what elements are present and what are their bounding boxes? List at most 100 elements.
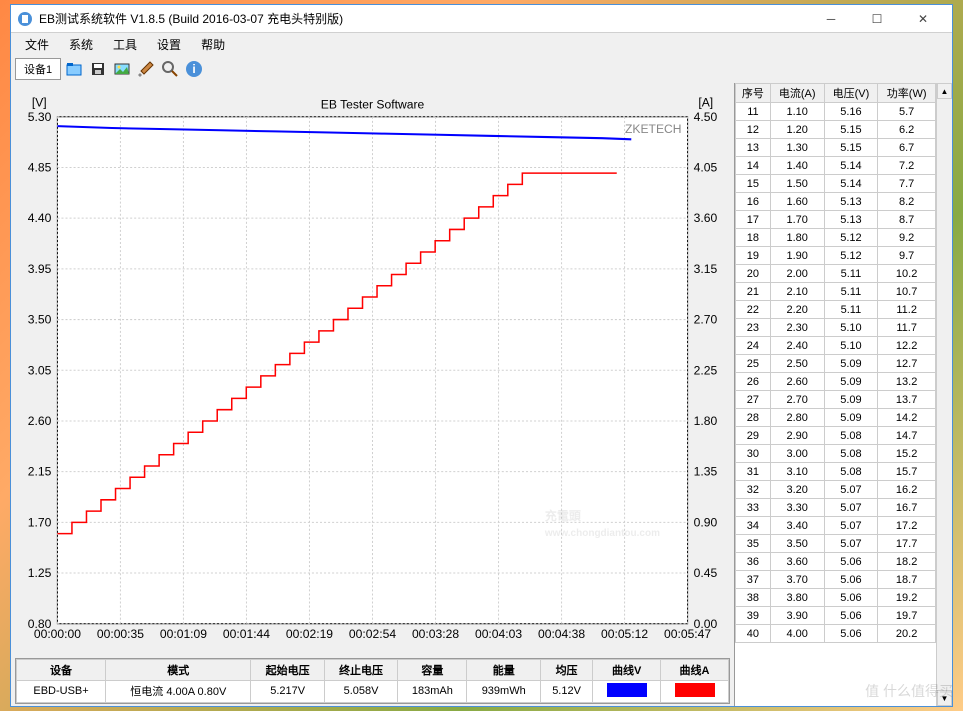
wrench-icon[interactable] xyxy=(135,58,157,80)
table-row[interactable]: 191.905.129.7 xyxy=(736,247,936,265)
save-icon[interactable] xyxy=(87,58,109,80)
menu-help[interactable]: 帮助 xyxy=(191,34,235,55)
svg-text:00:01:44: 00:01:44 xyxy=(223,627,270,641)
menu-tools[interactable]: 工具 xyxy=(103,34,147,55)
svg-text:5.30: 5.30 xyxy=(28,110,52,124)
app-window: EB测试系统软件 V1.8.5 (Build 2016-03-07 充电头特别版… xyxy=(10,4,953,707)
svg-text:1.80: 1.80 xyxy=(694,414,718,428)
data-header[interactable]: 序号 xyxy=(736,84,771,103)
status-mode: 恒电流 4.00A 0.80V xyxy=(106,680,251,702)
device-tab[interactable]: 设备1 xyxy=(15,58,61,80)
svg-text:3.05: 3.05 xyxy=(28,363,52,377)
svg-text:2.25: 2.25 xyxy=(694,363,718,377)
status-table: 设备 模式 起始电压 终止电压 容量 能量 均压 曲线V 曲线A EBD-USB… xyxy=(15,658,730,704)
table-row[interactable]: 232.305.1011.7 xyxy=(736,319,936,337)
svg-text:3.15: 3.15 xyxy=(694,262,718,276)
svg-text:00:01:09: 00:01:09 xyxy=(160,627,207,641)
table-row[interactable]: 313.105.0815.7 xyxy=(736,463,936,481)
status-avgv: 5.12V xyxy=(540,680,592,702)
open-icon[interactable] xyxy=(63,58,85,80)
table-row[interactable]: 222.205.1111.2 xyxy=(736,301,936,319)
svg-text:1.70: 1.70 xyxy=(28,515,52,529)
status-startv: 5.217V xyxy=(251,680,324,702)
svg-text:1.25: 1.25 xyxy=(28,566,52,580)
table-row[interactable]: 404.005.0620.2 xyxy=(736,625,936,643)
maximize-button[interactable]: ☐ xyxy=(854,5,900,33)
status-header-curvev: 曲线V xyxy=(593,659,661,680)
table-row[interactable]: 151.505.147.7 xyxy=(736,175,936,193)
status-header-endv: 终止电压 xyxy=(324,659,397,680)
table-row[interactable]: 262.605.0913.2 xyxy=(736,373,936,391)
info-icon[interactable]: i xyxy=(183,58,205,80)
svg-text:2.15: 2.15 xyxy=(28,465,52,479)
status-curve-a[interactable] xyxy=(661,680,729,702)
app-icon xyxy=(17,11,33,27)
svg-text:00:05:12: 00:05:12 xyxy=(601,627,648,641)
titlebar[interactable]: EB测试系统软件 V1.8.5 (Build 2016-03-07 充电头特别版… xyxy=(11,5,952,33)
table-row[interactable]: 252.505.0912.7 xyxy=(736,355,936,373)
scroll-up-button[interactable]: ▲ xyxy=(937,83,952,99)
minimize-button[interactable]: ─ xyxy=(808,5,854,33)
table-row[interactable]: 272.705.0913.7 xyxy=(736,391,936,409)
status-capacity: 183mAh xyxy=(398,680,467,702)
data-header[interactable]: 功率(W) xyxy=(878,84,936,103)
table-row[interactable]: 161.605.138.2 xyxy=(736,193,936,211)
status-header-energy: 能量 xyxy=(467,659,540,680)
table-row[interactable]: 303.005.0815.2 xyxy=(736,445,936,463)
table-row[interactable]: 292.905.0814.7 xyxy=(736,427,936,445)
status-header-avgv: 均压 xyxy=(540,659,592,680)
data-header[interactable]: 电流(A) xyxy=(770,84,824,103)
data-table[interactable]: 序号电流(A)电压(V)功率(W)111.105.165.7121.205.15… xyxy=(735,83,936,643)
svg-text:00:02:19: 00:02:19 xyxy=(286,627,333,641)
table-row[interactable]: 343.405.0717.2 xyxy=(736,517,936,535)
status-header-mode: 模式 xyxy=(106,659,251,680)
svg-text:4.05: 4.05 xyxy=(694,161,718,175)
table-row[interactable]: 363.605.0618.2 xyxy=(736,553,936,571)
table-row[interactable]: 202.005.1110.2 xyxy=(736,265,936,283)
table-row[interactable]: 141.405.147.2 xyxy=(736,157,936,175)
zoom-icon[interactable] xyxy=(159,58,181,80)
svg-text:3.50: 3.50 xyxy=(28,313,52,327)
menu-system[interactable]: 系统 xyxy=(59,34,103,55)
chart-area[interactable]: 00:00:0000:00:3500:01:0900:01:4400:02:19… xyxy=(15,87,730,654)
table-row[interactable]: 323.205.0716.2 xyxy=(736,481,936,499)
table-row[interactable]: 383.805.0619.2 xyxy=(736,589,936,607)
image-icon[interactable] xyxy=(111,58,133,80)
svg-text:2.70: 2.70 xyxy=(694,313,718,327)
table-row[interactable]: 212.105.1110.7 xyxy=(736,283,936,301)
table-row[interactable]: 242.405.1012.2 xyxy=(736,337,936,355)
status-header-curvea: 曲线A xyxy=(661,659,729,680)
svg-text:00:02:54: 00:02:54 xyxy=(349,627,396,641)
svg-text:[V]: [V] xyxy=(32,96,47,110)
status-curve-v[interactable] xyxy=(593,680,661,702)
svg-text:0.80: 0.80 xyxy=(28,617,52,631)
status-endv: 5.058V xyxy=(324,680,397,702)
chart-panel: 00:00:0000:00:3500:01:0900:01:4400:02:19… xyxy=(11,83,734,706)
table-row[interactable]: 333.305.0716.7 xyxy=(736,499,936,517)
table-row[interactable]: 282.805.0914.2 xyxy=(736,409,936,427)
status-header-capacity: 容量 xyxy=(398,659,467,680)
table-row[interactable]: 171.705.138.7 xyxy=(736,211,936,229)
table-row[interactable]: 393.905.0619.7 xyxy=(736,607,936,625)
svg-text:4.50: 4.50 xyxy=(694,110,718,124)
menu-file[interactable]: 文件 xyxy=(15,34,59,55)
svg-text:[A]: [A] xyxy=(698,96,713,110)
table-row[interactable]: 353.505.0717.7 xyxy=(736,535,936,553)
svg-text:1.35: 1.35 xyxy=(694,465,718,479)
table-row[interactable]: 131.305.156.7 xyxy=(736,139,936,157)
table-row[interactable]: 373.705.0618.7 xyxy=(736,571,936,589)
svg-text:00:00:35: 00:00:35 xyxy=(97,627,144,641)
status-energy: 939mWh xyxy=(467,680,540,702)
data-header[interactable]: 电压(V) xyxy=(824,84,878,103)
toolbar: 设备1 i xyxy=(11,55,952,83)
svg-text:3.95: 3.95 xyxy=(28,262,52,276)
table-row[interactable]: 121.205.156.2 xyxy=(736,121,936,139)
close-button[interactable]: ✕ xyxy=(900,5,946,33)
chart-svg: 00:00:0000:00:3500:01:0900:01:4400:02:19… xyxy=(15,87,730,654)
table-row[interactable]: 181.805.129.2 xyxy=(736,229,936,247)
table-row[interactable]: 111.105.165.7 xyxy=(736,103,936,121)
menu-settings[interactable]: 设置 xyxy=(147,34,191,55)
svg-text:00:04:38: 00:04:38 xyxy=(538,627,585,641)
menubar: 文件 系统 工具 设置 帮助 xyxy=(11,33,952,55)
scrollbar[interactable]: ▲ ▼ xyxy=(936,83,952,706)
